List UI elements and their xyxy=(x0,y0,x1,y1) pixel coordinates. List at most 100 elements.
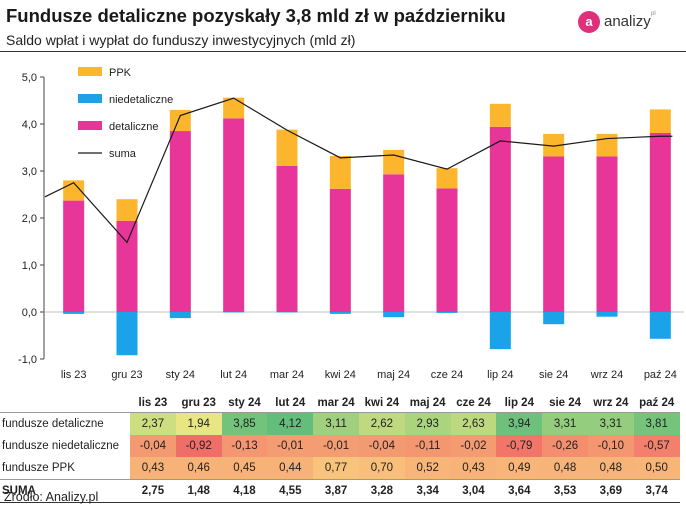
chart-legend: PPK niedetaliczne detaliczne suma xyxy=(78,67,173,160)
bar-series xyxy=(63,97,671,356)
table-cell: 0,45 xyxy=(221,457,268,480)
bar-detaliczne xyxy=(116,220,138,312)
table-cell: 0,77 xyxy=(313,457,359,480)
table-cell: -0,04 xyxy=(358,435,405,457)
table-cell: 3,69 xyxy=(587,479,634,503)
bar-ppk xyxy=(543,133,565,157)
table-cell: 0,46 xyxy=(175,457,222,480)
bar-detaliczne xyxy=(489,126,511,312)
table-cell: 4,55 xyxy=(267,479,314,503)
table-cell: 2,75 xyxy=(130,479,176,503)
table-row: fundusze detaliczne 2,37 1,94 3,85 4,12 3,11 2… xyxy=(0,412,680,435)
bar-niedetaliczne xyxy=(63,312,85,314)
x-tick-label: cze 24 xyxy=(431,369,463,381)
y-tick-label: 3,0 xyxy=(22,166,37,178)
table-cell: 3,04 xyxy=(450,479,497,503)
sum-line-series xyxy=(44,97,673,244)
bar-ppk xyxy=(489,103,511,127)
table-cell: 4,12 xyxy=(267,412,314,435)
source-note: Źródło: Analizy.pl xyxy=(4,490,99,504)
y-tick-label: 2,0 xyxy=(22,213,37,225)
table-cell: 3,53 xyxy=(542,479,588,503)
table-cell: 0,44 xyxy=(267,457,314,480)
table-row-label: fundusze PPK xyxy=(2,462,75,474)
table-cell: -0,04 xyxy=(130,435,176,457)
bar-detaliczne xyxy=(276,165,298,312)
table-row-label: fundusze niedetaliczne xyxy=(2,440,119,452)
table-cell: -0,10 xyxy=(587,435,634,457)
table-cell: 1,94 xyxy=(175,412,222,435)
table-cell: 3,87 xyxy=(313,479,359,503)
table-column-header: maj 24 xyxy=(409,397,446,409)
table-cell: 3,28 xyxy=(358,479,405,503)
table-cell: -0,01 xyxy=(313,435,359,457)
logo-text: analizy xyxy=(604,13,651,30)
chart-subtitle: Saldo wpłat i wypłat do funduszy inwesty… xyxy=(6,32,356,48)
table-cell: 0,70 xyxy=(358,457,405,480)
bar-niedetaliczne xyxy=(436,312,458,313)
legend-label: detaliczne xyxy=(109,121,159,133)
x-tick-label: lis 23 xyxy=(61,369,87,381)
table-body: fundusze detaliczne 2,37 1,94 3,85 4,12 3,11 2… xyxy=(0,412,680,503)
bar-ppk xyxy=(329,155,351,189)
bar-detaliczne xyxy=(63,200,85,312)
table-cell: 3,11 xyxy=(313,412,359,435)
sum-line xyxy=(44,97,673,244)
table-cell: -0,79 xyxy=(496,435,543,457)
table-cell: 0,48 xyxy=(587,457,634,480)
table-cell: -0,26 xyxy=(542,435,588,457)
bar-ppk xyxy=(436,168,458,189)
table-column-header: sty 24 xyxy=(228,397,261,409)
table-row: fundusze niedetaliczne -0,04 -0,92 -0,13 -0,… xyxy=(0,435,680,457)
x-tick-label: paź 24 xyxy=(644,369,677,381)
data-table: lis 23 gru 23 sty 24 lut 24 mar 24 kwi 24 maj … xyxy=(0,394,680,503)
table-cell: 0,50 xyxy=(633,457,680,480)
table-cell: 2,63 xyxy=(450,412,497,435)
logo-mark-icon: a xyxy=(578,11,600,33)
table-cell: 0,49 xyxy=(496,457,543,480)
bar-detaliczne xyxy=(329,188,351,312)
table-cell: -0,92 xyxy=(175,435,222,457)
stacked-bar-chart: 5,0 4,0 3,0 2,0 1,0 0,0 -1,0 lis 23 gru 23 sty 2… xyxy=(18,67,684,381)
table-column-header: gru 23 xyxy=(181,397,216,409)
table-column-header: cze 24 xyxy=(456,397,491,409)
y-axis: 5,0 4,0 3,0 2,0 1,0 0,0 -1,0 xyxy=(18,72,684,366)
bar-detaliczne xyxy=(223,118,245,312)
x-tick-label: kwi 24 xyxy=(325,369,356,381)
table-cell: -0,01 xyxy=(267,435,314,457)
legend-swatch xyxy=(78,67,102,76)
table-cell: 0,52 xyxy=(404,457,451,480)
legend-label: niedetaliczne xyxy=(109,94,173,106)
bar-niedetaliczne xyxy=(329,312,351,314)
bar-detaliczne xyxy=(543,156,565,312)
table-cell: -0,57 xyxy=(633,435,680,457)
table-cell: 3,34 xyxy=(404,479,451,503)
table-cell: 4,18 xyxy=(221,479,268,503)
legend-label: suma xyxy=(109,148,137,160)
table-cell: 2,37 xyxy=(130,412,176,435)
bar-detaliczne xyxy=(436,188,458,312)
header-divider xyxy=(0,51,686,52)
bar-detaliczne xyxy=(649,132,671,312)
y-tick-label: 0,0 xyxy=(22,307,37,319)
table-column-header: paź 24 xyxy=(639,397,675,409)
table-row: fundusze PPK 0,43 0,46 0,45 0,44 0,77 0,70 0,52… xyxy=(0,457,680,480)
x-tick-label: mar 24 xyxy=(270,369,304,381)
table-cell: 3,81 xyxy=(633,412,680,435)
table-cell: -0,13 xyxy=(221,435,268,457)
table-cell: 3,31 xyxy=(587,412,634,435)
table-cell: -0,02 xyxy=(450,435,497,457)
bar-ppk xyxy=(276,129,298,166)
table-cell: 2,62 xyxy=(358,412,405,435)
table-cell: 3,94 xyxy=(496,412,543,435)
bar-ppk xyxy=(383,149,405,175)
table-cell: 3,31 xyxy=(542,412,588,435)
bar-niedetaliczne xyxy=(169,312,191,319)
table-cell: 0,43 xyxy=(130,457,176,480)
y-tick-label: 5,0 xyxy=(22,72,37,84)
bar-detaliczne xyxy=(383,174,405,312)
table-cell: 3,85 xyxy=(221,412,268,435)
legend-swatch xyxy=(78,121,102,130)
table-cell: 0,48 xyxy=(542,457,588,480)
table-row: SUMA 2,75 1,48 4,18 4,55 3,87 3,28 3,34 3,04 3,64… xyxy=(0,479,680,503)
